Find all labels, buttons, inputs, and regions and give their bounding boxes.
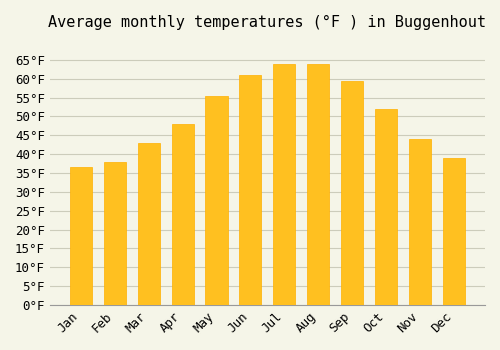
Bar	[240, 75, 262, 305]
Bar	[70, 167, 92, 305]
Bar	[172, 124, 194, 305]
Bar	[104, 162, 126, 305]
Bar	[409, 139, 432, 305]
Title: Average monthly temperatures (°F ) in Buggenhout: Average monthly temperatures (°F ) in Bu…	[48, 15, 486, 30]
Bar	[138, 143, 160, 305]
Bar	[308, 64, 330, 305]
Bar	[342, 80, 363, 305]
Bar	[375, 109, 398, 305]
Bar	[443, 158, 465, 305]
Bar	[274, 64, 295, 305]
Bar	[206, 96, 228, 305]
